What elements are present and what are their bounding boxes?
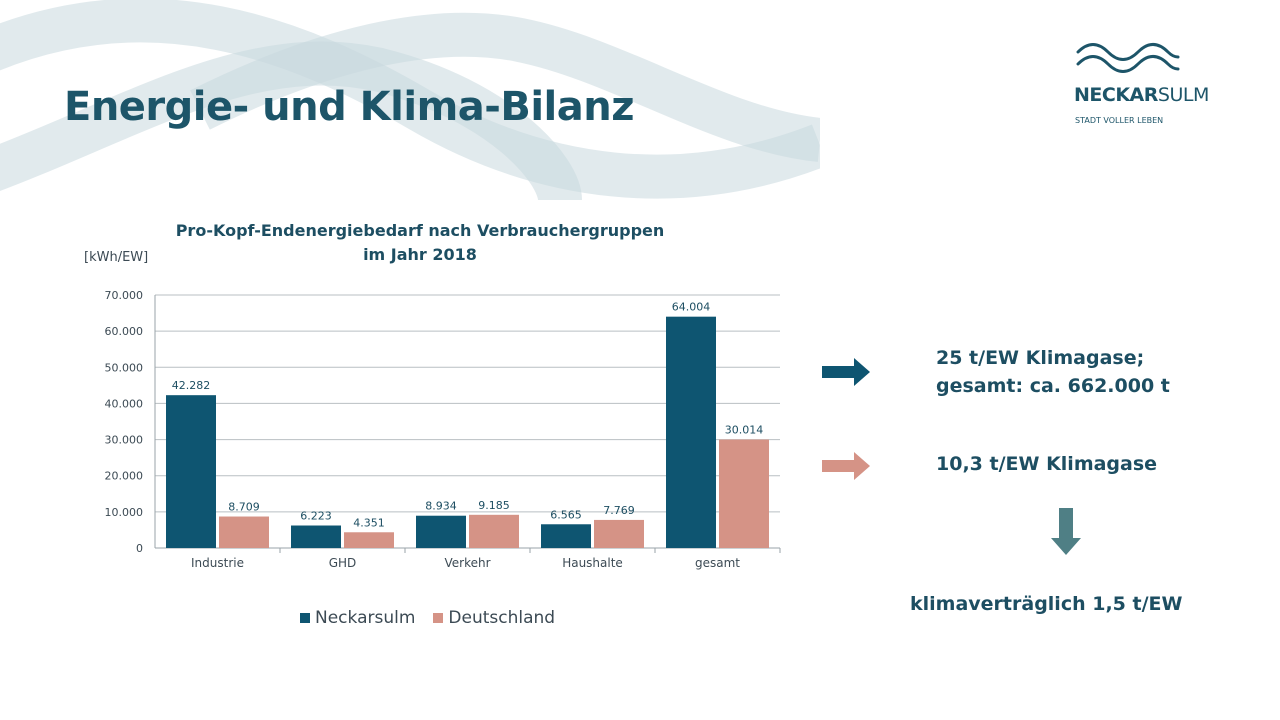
chart-title-line1: Pro-Kopf-Endenergiebedarf nach Verbrauch…: [175, 221, 665, 240]
y-tick-label: 40.000: [105, 397, 144, 410]
logo-wordmark: NECKARSULM: [1074, 84, 1209, 106]
background-waves: [0, 0, 820, 203]
y-tick-label: 50.000: [105, 361, 144, 374]
x-tick-label: Verkehr: [444, 556, 490, 570]
bar-deutschland: [344, 532, 394, 548]
data-label: 8.709: [228, 501, 260, 514]
logo-tagline: STADT VOLLER LEBEN: [1075, 116, 1164, 125]
y-tick-label: 70.000: [105, 289, 144, 302]
bar-deutschland: [719, 439, 769, 548]
bar-neckarsulm: [416, 515, 466, 548]
data-label: 30.014: [725, 424, 764, 437]
y-axis-unit-label: [kWh/EW]: [84, 250, 149, 265]
logo-word-bold: NECKAR: [1074, 84, 1158, 106]
arrow-right-icon-deutschland: [822, 452, 870, 480]
bar-chart: 0 10.000 20.000 30.000 40.000 50.000 60.000 70.…: [105, 289, 781, 570]
x-tick-label: Haushalte: [562, 556, 623, 570]
bar-deutschland: [219, 516, 269, 548]
legend-swatch-neckarsulm: [300, 613, 310, 623]
data-label: 7.769: [603, 504, 635, 517]
data-label: 8.934: [425, 500, 457, 513]
bar-deutschland: [594, 519, 644, 548]
data-label: 42.282: [172, 379, 211, 392]
legend-item-neckarsulm: Neckarsulm: [300, 608, 415, 628]
chart-title: Pro-Kopf-Endenergiebedarf nach Verbrauch…: [160, 219, 680, 267]
statement-deutschland: 10,3 t/EW Klimagase: [936, 453, 1158, 475]
y-tick-label: 60.000: [105, 325, 144, 338]
y-tick-label: 10.000: [105, 506, 144, 519]
y-tick-label: 0: [136, 542, 143, 555]
statement-neckarsulm: 25 t/EW Klimagase; gesamt: ca. 662.000 t: [936, 344, 1170, 400]
data-label: 64.004: [672, 301, 711, 314]
chart-legend: Neckarsulm Deutschland: [300, 608, 573, 628]
data-label: 4.351: [353, 516, 385, 529]
arrow-right-icon-neckarsulm: [822, 358, 870, 386]
bar-neckarsulm: [541, 524, 591, 548]
legend-label-deutschland: Deutschland: [448, 608, 556, 628]
x-tick-label: Industrie: [191, 556, 244, 570]
legend-swatch-deutschland: [433, 613, 444, 623]
chart-title-line2: im Jahr 2018: [363, 245, 477, 264]
bar-neckarsulm: [166, 395, 216, 548]
bar-neckarsulm: [666, 316, 716, 548]
y-tick-label: 20.000: [105, 470, 144, 483]
neckarsulm-logo: NECKARSULM STADT VOLLER LEBEN: [1074, 40, 1214, 130]
statement-target: klimaverträglich 1,5 t/EW: [910, 593, 1183, 615]
x-tick-label: GHD: [329, 556, 357, 570]
slide-title: Energie- und Klima-Bilanz: [64, 84, 635, 130]
bar-deutschland: [469, 514, 519, 548]
data-label: 6.565: [550, 508, 582, 521]
legend-label-neckarsulm: Neckarsulm: [315, 608, 416, 628]
logo-waves-icon: [1076, 43, 1180, 73]
y-tick-label: 30.000: [105, 434, 144, 447]
legend-item-deutschland: Deutschland: [433, 608, 555, 628]
statement-neckarsulm-line1: 25 t/EW Klimagase;: [936, 347, 1145, 369]
logo-word-regular: SULM: [1157, 84, 1209, 106]
bar-neckarsulm: [291, 525, 341, 548]
x-tick-label: gesamt: [695, 556, 740, 570]
data-label: 6.223: [300, 510, 332, 523]
data-label: 9.185: [478, 499, 510, 512]
arrow-down-icon: [1051, 508, 1081, 555]
statement-neckarsulm-line2: gesamt: ca. 662.000 t: [936, 375, 1170, 397]
